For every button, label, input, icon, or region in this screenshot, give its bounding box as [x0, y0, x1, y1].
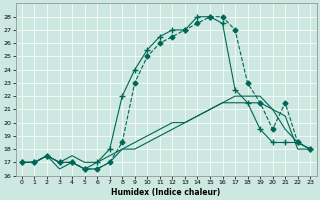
X-axis label: Humidex (Indice chaleur): Humidex (Indice chaleur) — [111, 188, 221, 197]
